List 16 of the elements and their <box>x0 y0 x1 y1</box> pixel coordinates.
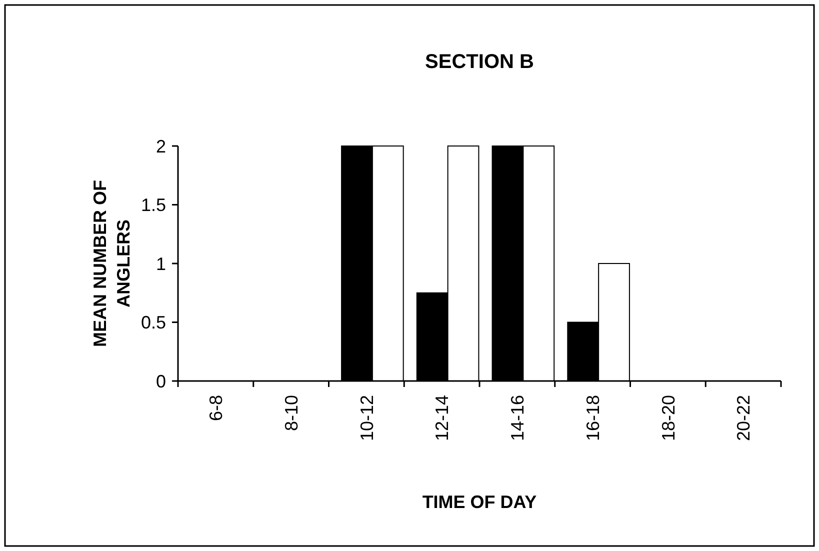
y-tick-label: 1 <box>156 254 166 274</box>
x-tick-label: 18-20 <box>658 395 678 442</box>
y-axis-title: MEAN NUMBER OF ANGLERS <box>90 180 134 347</box>
x-tick-label: 20-22 <box>734 395 754 442</box>
x-tick-label: 12-14 <box>432 395 452 442</box>
y-tick-label: 0.5 <box>140 312 166 333</box>
chart-title: SECTION B <box>425 51 534 73</box>
x-tick-label: 14-16 <box>507 395 528 442</box>
x-axis-title: TIME OF DAY <box>422 492 537 512</box>
y-tick-label: 1.5 <box>140 195 166 216</box>
x-tick-label: 6-8 <box>206 395 226 422</box>
y-tick-label: 2 <box>156 136 166 156</box>
x-tick-label: 8-10 <box>281 395 302 432</box>
x-tick-label: 10-12 <box>356 395 377 442</box>
y-tick-label: 0 <box>156 371 166 392</box>
x-tick-label: 16-18 <box>582 395 603 442</box>
